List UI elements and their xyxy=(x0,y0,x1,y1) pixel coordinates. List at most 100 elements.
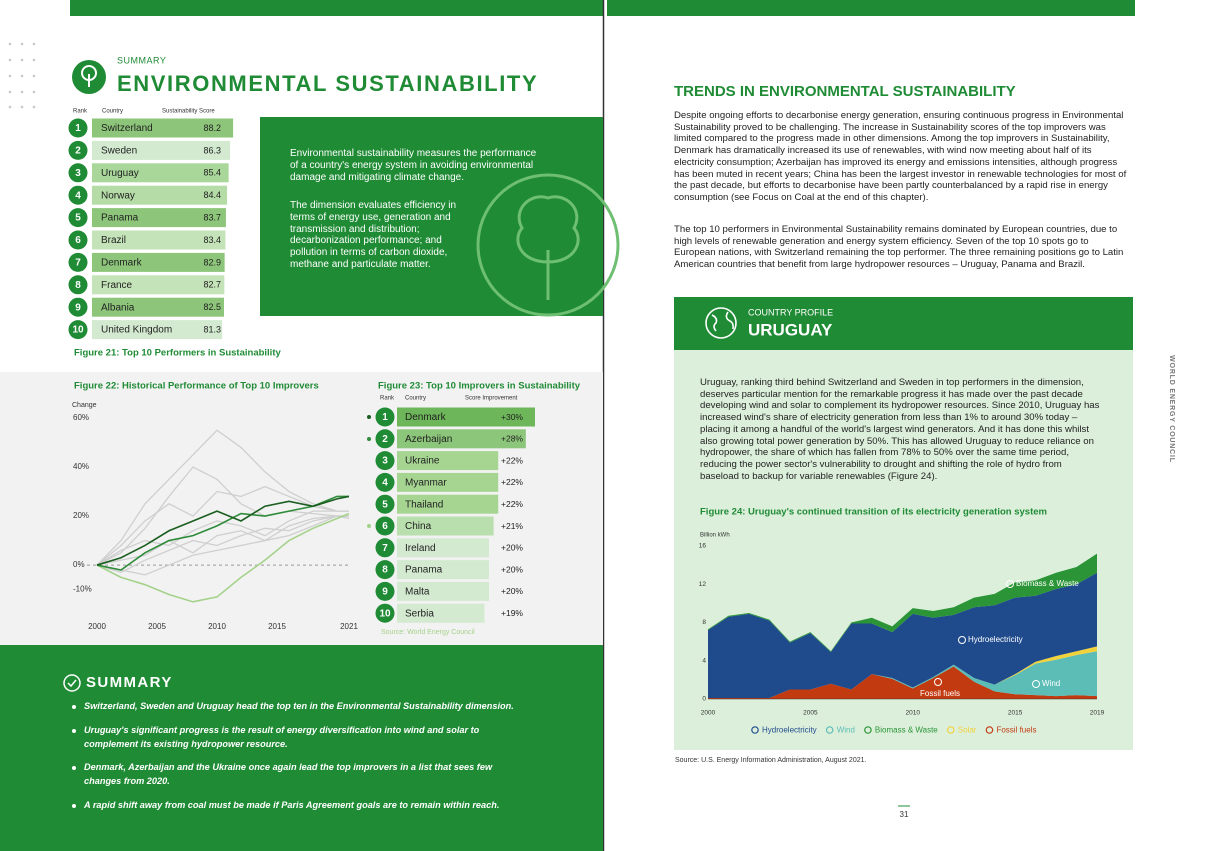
rank: 10 xyxy=(72,325,84,336)
country: China xyxy=(405,521,432,532)
rank: 7 xyxy=(75,258,81,269)
improvement: +22% xyxy=(501,455,523,465)
rank: 2 xyxy=(75,146,81,157)
improvement: +19% xyxy=(501,608,523,618)
y-tick-label: -10% xyxy=(73,585,92,594)
profile-title: URUGUAY xyxy=(748,320,833,339)
legend-label: Biomass & Waste xyxy=(875,726,938,735)
score-bar xyxy=(92,140,231,160)
legend-label: Wind xyxy=(837,726,855,735)
legend-dot xyxy=(367,437,371,441)
y-tick-label: 12 xyxy=(699,581,707,588)
rank: 2 xyxy=(382,434,388,445)
summary-bullet: Switzerland, Sweden and Uruguay head the… xyxy=(84,701,514,711)
score: 83.4 xyxy=(203,235,221,245)
improvement-bar xyxy=(397,429,526,449)
rank-badge xyxy=(68,118,88,138)
score-bar xyxy=(92,320,223,340)
rank: 9 xyxy=(382,587,388,598)
bullet xyxy=(72,804,76,808)
label-icon xyxy=(934,678,942,686)
figure-title: Figure 24: Uruguay's continued transitio… xyxy=(700,507,1047,518)
series-label: Hydroelectricity xyxy=(968,635,1023,644)
improvement-bar xyxy=(397,407,535,427)
dot-pattern xyxy=(8,42,36,109)
rank-badge xyxy=(375,516,395,536)
rank-badge xyxy=(68,320,88,340)
axis-label: Change xyxy=(72,402,97,409)
tree-icon xyxy=(72,60,106,94)
rank: 5 xyxy=(382,499,388,510)
rank-badge xyxy=(68,140,88,160)
section-title: TRENDS IN ENVIRONMENTAL SUSTAINABILITY xyxy=(674,83,1016,100)
rank-badge xyxy=(68,252,88,272)
top-bar xyxy=(607,0,1135,16)
rank: 3 xyxy=(75,168,81,179)
legend-icon xyxy=(825,726,834,734)
country: Switzerland xyxy=(101,123,153,134)
country: Thailand xyxy=(405,499,443,510)
y-tick-label: 60% xyxy=(73,413,89,422)
rank-badge xyxy=(68,208,88,228)
kicker: SUMMARY xyxy=(117,55,166,65)
label-icon xyxy=(1032,680,1040,688)
rank: 7 xyxy=(382,543,388,554)
tree-outline xyxy=(476,173,620,317)
top-bar xyxy=(70,0,603,16)
column-header: Rank xyxy=(73,109,88,115)
series-line xyxy=(96,485,349,566)
country: Norway xyxy=(101,190,135,201)
rank-badge xyxy=(375,429,395,449)
rank-badge xyxy=(375,581,395,601)
score-bar xyxy=(92,252,225,272)
column-header: Score Improvement xyxy=(465,396,518,402)
improvement: +20% xyxy=(501,543,523,553)
running-head: WORLD ENERGY COUNCIL xyxy=(1168,355,1175,463)
country: France xyxy=(101,280,133,291)
summary-bullet: A rapid shift away from coal must be mad… xyxy=(84,800,500,810)
rank: 1 xyxy=(382,412,388,423)
legend-dot xyxy=(367,524,371,528)
series-area xyxy=(708,666,1097,699)
improvement: +28% xyxy=(501,434,523,444)
improvement-bar xyxy=(397,603,485,623)
rank-badge xyxy=(68,163,88,183)
rank: 6 xyxy=(75,235,81,246)
country: Denmark xyxy=(405,412,447,423)
summary-box xyxy=(0,645,603,851)
axis-label: Billion kWh xyxy=(700,533,730,539)
series-line xyxy=(96,515,349,576)
country: Denmark xyxy=(101,258,143,269)
body-text: The top 10 performers in Environmental S… xyxy=(674,224,1124,271)
figure-title: Figure 23: Top 10 Improvers in Sustainab… xyxy=(378,381,581,392)
improvement: +30% xyxy=(501,412,523,422)
rank-badge xyxy=(375,472,395,492)
improvement-bar xyxy=(397,538,489,558)
country: Ukraine xyxy=(405,456,440,467)
definition-text: The dimension evaluates efficiency in te… xyxy=(290,200,457,270)
x-tick-label: 2005 xyxy=(148,622,166,631)
legend-icon xyxy=(864,726,872,734)
improvement-bar xyxy=(397,472,499,492)
country: Malta xyxy=(405,587,430,598)
legend-label: Solar xyxy=(958,726,977,735)
series-line xyxy=(96,466,349,566)
column-header: Rank xyxy=(380,396,395,402)
column-header: Country xyxy=(405,396,426,402)
country: United Kingdom xyxy=(101,325,172,336)
score-bar xyxy=(92,297,224,317)
improvement-bar xyxy=(397,494,499,514)
country: Myanmar xyxy=(405,478,447,489)
figure-title: Figure 22: Historical Performance of Top… xyxy=(74,381,319,392)
improvement: +20% xyxy=(501,564,523,574)
improvement-bar xyxy=(397,451,499,471)
series-line xyxy=(96,512,350,603)
series-label: Biomass & Waste xyxy=(1016,579,1079,588)
series-line xyxy=(96,495,350,566)
score: 82.7 xyxy=(203,280,221,290)
country: Panama xyxy=(101,213,139,224)
score-bar xyxy=(92,185,228,205)
score: 81.3 xyxy=(203,324,221,334)
x-tick-label: 2010 xyxy=(906,710,921,717)
rank: 4 xyxy=(382,478,388,489)
